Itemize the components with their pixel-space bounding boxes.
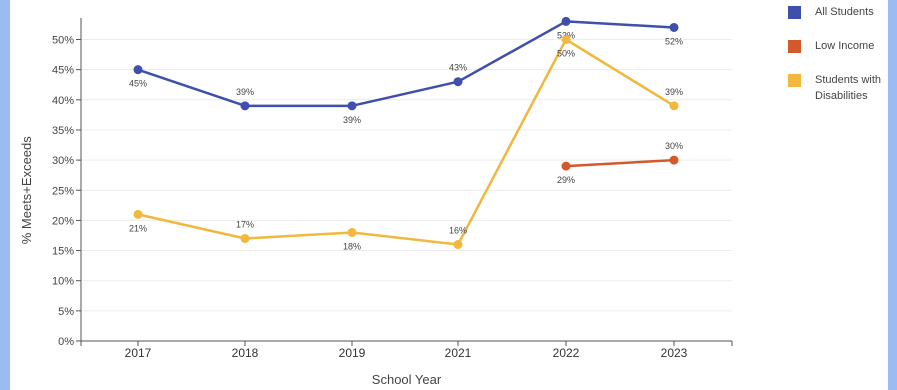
legend-item: Low Income — [788, 38, 888, 54]
data-label: 45% — [129, 79, 147, 89]
data-point — [133, 209, 143, 219]
data-point — [669, 22, 679, 32]
data-label: 39% — [343, 115, 361, 125]
y-tick-label: 0% — [58, 336, 74, 348]
data-label: 16% — [449, 226, 467, 236]
data-point — [669, 155, 679, 165]
data-label: 50% — [557, 49, 575, 59]
y-tick-label: 30% — [52, 155, 74, 167]
y-tick-label: 35% — [52, 125, 74, 137]
y-tick-label: 20% — [52, 215, 74, 227]
legend-swatch — [788, 74, 801, 87]
y-tick-label: 25% — [52, 185, 74, 197]
y-tick-label: 5% — [58, 306, 74, 318]
y-axis-title: % Meets+Exceeds — [19, 136, 34, 245]
data-label: 39% — [236, 87, 254, 97]
data-label: 17% — [236, 219, 254, 229]
legend-label: All Students — [815, 6, 874, 18]
data-point — [347, 101, 357, 111]
legend: All Students Low Income Students with Disa… — [788, 4, 888, 122]
data-point — [453, 240, 463, 250]
x-tick-label: 2021 — [445, 346, 472, 360]
series-line — [137, 38, 675, 246]
data-point — [240, 233, 250, 243]
data-point — [453, 77, 463, 87]
x-tick-label: 2022 — [553, 346, 580, 360]
data-label: 29% — [557, 175, 575, 185]
chart-panel: 0% 5% 10% 15% 20% 25% 30% 35% 40% 45% 50% 2017 2018 2… — [10, 0, 888, 390]
x-tick-label: 2023 — [661, 346, 688, 360]
data-label: 21% — [129, 223, 147, 233]
y-tick-label: 15% — [52, 246, 74, 258]
series-line — [565, 158, 675, 168]
legend-item: All Students — [788, 4, 888, 20]
data-point — [561, 35, 571, 44]
y-tick-label: 10% — [52, 276, 74, 288]
x-tick-label: 2018 — [232, 346, 259, 360]
legend-label: Students with Disabilities — [815, 74, 882, 102]
y-tick-label: 50% — [52, 35, 74, 47]
series-line — [137, 20, 675, 108]
data-label: 39% — [665, 87, 683, 97]
data-label: 30% — [665, 141, 683, 151]
data-point — [561, 16, 571, 26]
x-tick-label: 2017 — [125, 346, 152, 360]
legend-label: Low Income — [815, 40, 875, 52]
data-label: 43% — [449, 63, 467, 73]
legend-swatch — [788, 40, 801, 53]
y-tick-label: 40% — [52, 95, 74, 107]
data-point — [133, 65, 143, 75]
data-point — [347, 227, 357, 237]
data-point — [240, 101, 250, 111]
data-point — [561, 161, 571, 171]
x-axis-title: School Year — [372, 372, 442, 387]
legend-swatch — [788, 6, 801, 19]
legend-item: Students with Disabilities — [788, 72, 888, 104]
data-label: 18% — [343, 241, 361, 251]
y-tick-label: 45% — [52, 65, 74, 77]
data-label: 52% — [665, 36, 683, 46]
data-point — [669, 101, 679, 111]
x-tick-label: 2019 — [339, 346, 366, 360]
line-chart: 0% 5% 10% 15% 20% 25% 30% 35% 40% 45% 50% 2017 2018 2… — [19, 16, 733, 387]
